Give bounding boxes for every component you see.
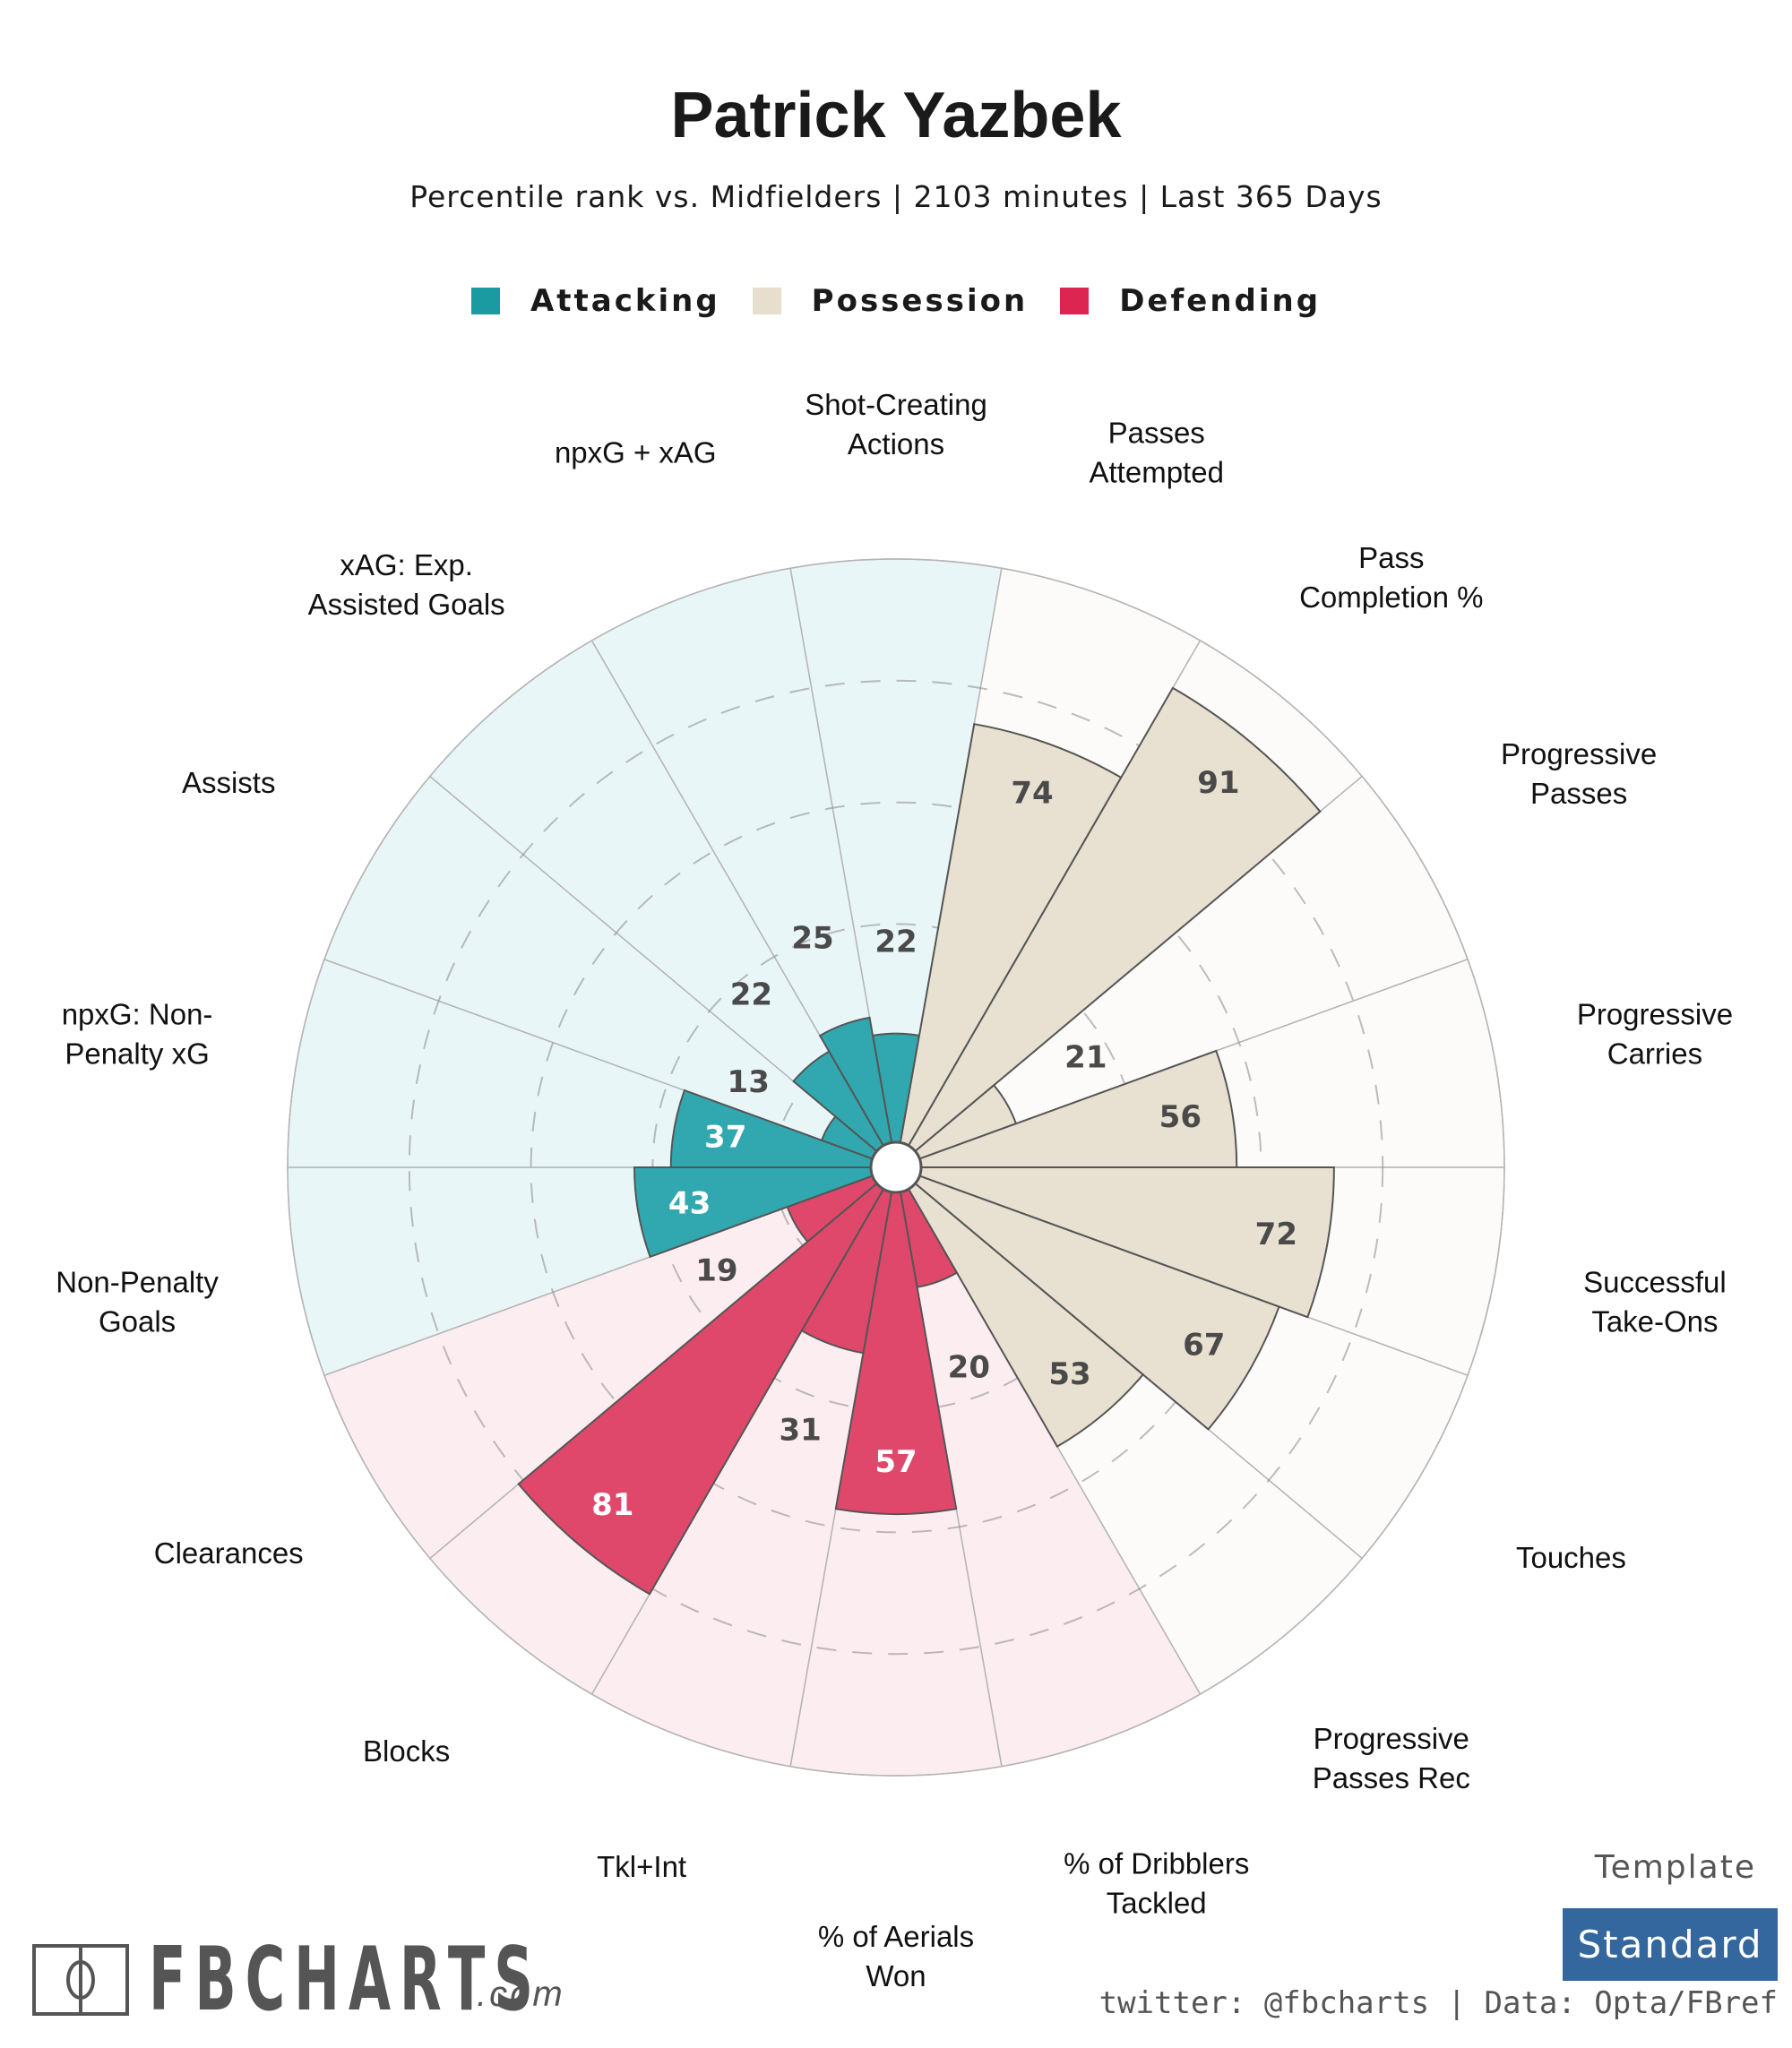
pitch-icon: [32, 1944, 129, 2016]
value-label-progressive-passes-rec: 53: [1048, 1356, 1090, 1392]
value-label-pass-completion: 91: [1197, 765, 1239, 801]
value-labels: 22 74 91 21 56 72 67 53 20 57 31 81 19 43 37 13 22 25: [591, 765, 1297, 1523]
chart-subtitle: Percentile rank vs. Midfielders | 2103 m…: [409, 179, 1383, 214]
value-label-of-dribblers-tackled: 20: [948, 1349, 990, 1385]
bar-npxg-non-penalty-xg: [669, 1089, 897, 1168]
value-label-shot-creating-actions: 22: [874, 925, 917, 960]
bars: [517, 686, 1335, 1596]
axis-labels: Shot-Creating Actions Passes Attempted Pass C…: [56, 388, 1733, 1992]
axis-label-touches: Touches: [1516, 1541, 1626, 1574]
axis-label-assists: Assists: [182, 766, 276, 799]
bar-passes-attempted: [895, 723, 1123, 1168]
value-label-of-aerials-won: 57: [874, 1444, 917, 1480]
value-label-touches: 67: [1183, 1327, 1225, 1363]
value-label-assists: 13: [728, 1064, 770, 1100]
value-label-progressive-passes: 21: [1064, 1040, 1107, 1076]
axis-label-xag-exp-assisted-goals: xAG: Exp. Assisted Goals: [308, 547, 505, 620]
value-label-clearances: 19: [695, 1253, 737, 1289]
legend-item-attacking: Attacking: [470, 283, 720, 319]
value-label-npxg-xag: 25: [791, 921, 833, 957]
legend-label-attacking: Attacking: [530, 283, 720, 319]
axis-label-clearances: Clearances: [154, 1536, 304, 1570]
template-badge: Standard: [1563, 1908, 1778, 1981]
axis-label-tkl-int: Tkl+Int: [597, 1849, 686, 1882]
value-label-passes-attempted: 74: [1011, 775, 1053, 811]
bar-pass-completion: [895, 686, 1322, 1168]
brand-suffix: .com: [477, 1975, 565, 2014]
legend-swatch-possession: [752, 288, 781, 314]
brand-name: FBCHARTS: [149, 1929, 542, 2031]
axis-label-passes-attempted: Passes Attempted: [1090, 416, 1224, 488]
value-label-successful-take-ons: 72: [1255, 1217, 1297, 1252]
bar-progressive-carries: [895, 1049, 1238, 1168]
axis-label-npxg-xag: npxG + xAG: [555, 435, 717, 469]
legend-label-possession: Possession: [811, 283, 1029, 319]
grid-ring-80: [408, 679, 1384, 1656]
legend-swatch-attacking: [470, 288, 500, 314]
axis-label-of-dribblers-tackled: % of Dribblers Tackled: [1064, 1846, 1249, 1919]
hub: [869, 1140, 923, 1194]
axis-label-non-penalty-goals: Non-Penalty Goals: [56, 1265, 219, 1338]
center-hub: [869, 1140, 923, 1194]
outer-ring: [287, 558, 1505, 1777]
chart-title: Patrick Yazbek: [670, 80, 1122, 151]
axis-label-successful-take-ons: Successful Take-Ons: [1583, 1265, 1727, 1338]
data-credit: twitter: @fbcharts | Data: Opta/FBref: [1098, 1985, 1778, 2021]
bar-progressive-passes-rec: [895, 1166, 1145, 1449]
axis-label-of-aerials-won: % of Aerials Won: [818, 1920, 974, 1992]
legend-swatch-defending: [1060, 288, 1090, 314]
bar-of-aerials-won: [834, 1166, 958, 1515]
value-label-non-penalty-goals: 43: [668, 1186, 711, 1222]
value-label-progressive-carries: 56: [1159, 1099, 1202, 1135]
axis-label-progressive-carries: Progressive Carries: [1577, 997, 1733, 1070]
bar-successful-take-ons: [895, 1166, 1335, 1319]
template-label: Template: [1594, 1849, 1756, 1886]
legend-label-defending: Defending: [1119, 283, 1322, 319]
axis-label-npxg-non-penalty-xg: npxG: Non-Penalty xG: [62, 997, 213, 1070]
value-label-blocks: 81: [591, 1487, 633, 1523]
axis-label-pass-completion: Pass Completion %: [1299, 541, 1483, 614]
fbcharts-logo: FBCHARTS .com: [32, 1929, 783, 2031]
axis-label-shot-creating-actions: Shot-Creating Actions: [805, 388, 987, 460]
bar-blocks: [517, 1166, 897, 1596]
bar-npxg-xag: [818, 1016, 897, 1168]
axis-label-progressive-passes: Progressive Passes: [1501, 737, 1657, 810]
bar-non-penalty-goals: [633, 1166, 897, 1259]
value-label-tkl-int: 31: [779, 1413, 821, 1449]
legend-item-possession: Possession: [752, 283, 1029, 319]
legend: Attacking Possession Defending: [0, 283, 1792, 319]
value-label-xag-exp-assisted-goals: 22: [730, 977, 772, 1012]
axis-label-blocks: Blocks: [363, 1734, 450, 1768]
legend-item-defending: Defending: [1060, 283, 1321, 319]
axis-label-progressive-passes-rec: Progressive Passes Rec: [1313, 1721, 1470, 1794]
value-label-npxg-non-penalty-xg: 37: [704, 1119, 746, 1155]
bar-touches: [895, 1166, 1280, 1431]
